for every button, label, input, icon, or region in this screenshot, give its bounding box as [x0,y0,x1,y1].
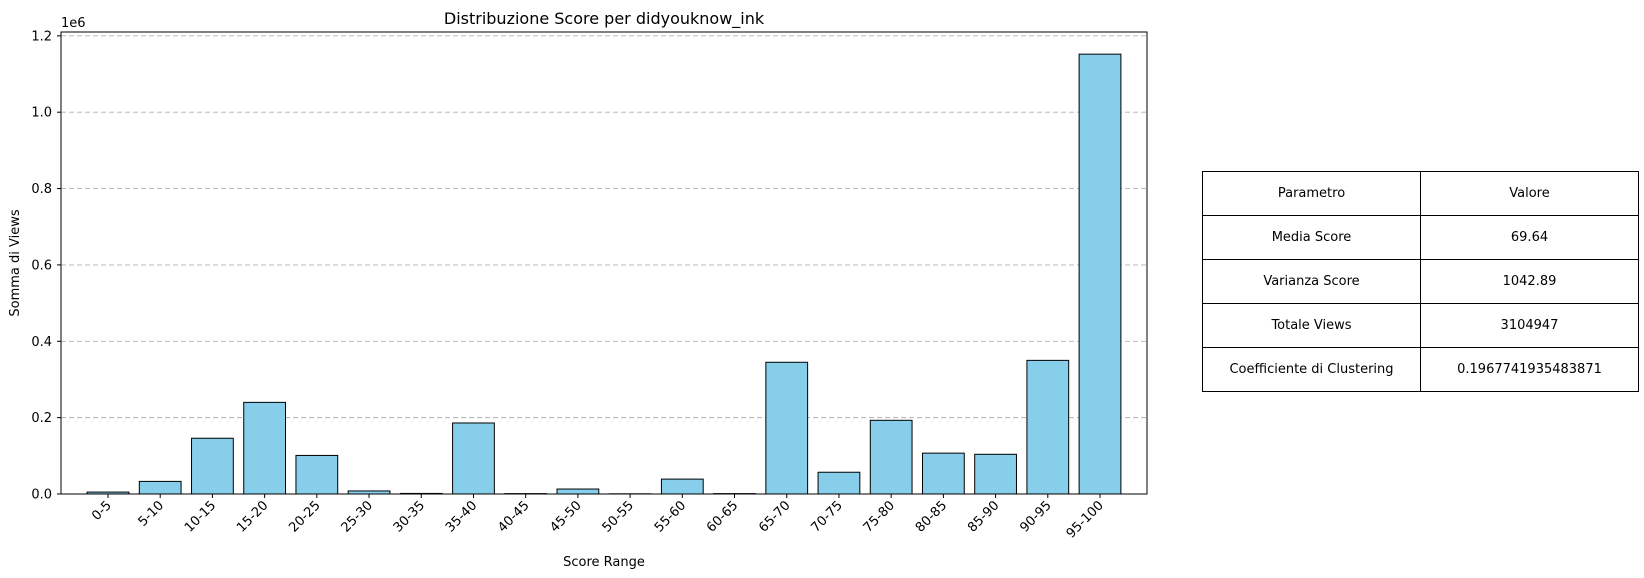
x-tick-label: 65-70 [756,498,793,535]
chart-title: Distribuzione Score per didyouknow_ink [444,9,765,29]
bar [817,471,861,495]
x-tick-label: 70-75 [808,498,845,535]
bar [243,401,287,495]
bar [921,452,965,495]
x-tick-label: 55-60 [652,498,689,535]
table-header-cell: Parametro [1202,171,1421,216]
x-tick-label: 5-10 [136,498,167,529]
bar [295,454,339,495]
bars [86,53,1122,495]
x-tick-label: 85-90 [965,498,1002,535]
plot-frame [60,31,1148,495]
table-row: Totale Views 3104947 [1202,303,1639,348]
table-cell-value: 69.64 [1420,215,1639,260]
bar [660,478,704,495]
table-cell-value: 0.1967741935483871 [1420,347,1639,392]
y-axis-label: Somma di Views [8,209,23,316]
table-header-row: Parametro Valore [1202,171,1639,216]
x-axis-ticks: 0-5 5-10 10-15 15-20 20-25 25-30 30-35 35-40 40-… [89,494,1107,541]
y-tick-label: 1.2 [31,29,52,44]
table-cell-name: Totale Views [1202,303,1421,348]
bar [765,361,809,495]
table-row: Media Score 69.64 [1202,215,1639,260]
bar [191,437,234,495]
bar [138,480,182,495]
x-tick-label: 95-100 [1064,498,1107,541]
bar [1026,359,1070,495]
x-tick-label: 20-25 [286,498,323,535]
x-tick-label: 15-20 [234,498,271,535]
table-cell-value: 1042.89 [1420,259,1639,304]
x-tick-label: 90-95 [1017,498,1054,535]
gridlines [61,35,1147,495]
x-tick-label: 30-35 [391,498,428,535]
y-tick-label: 0.2 [31,411,52,426]
y-tick-label: 0.8 [31,182,52,197]
x-tick-label: 35-40 [443,498,480,535]
y-tick-label: 0.4 [31,335,52,350]
x-tick-label: 75-80 [861,498,898,535]
table-header-cell: Valore [1420,171,1639,216]
table-cell-value: 3104947 [1420,303,1639,348]
x-tick-label: 50-55 [600,498,637,535]
y-tick-label: 1.0 [31,106,52,121]
table-row: Varianza Score 1042.89 [1202,259,1639,304]
x-tick-label: 45-50 [547,498,584,535]
table-row: Coefficiente di Clustering 0.19677419354… [1202,347,1639,392]
bar [452,422,495,495]
bar [556,488,600,495]
y-axis-ticks: 0.0 0.2 0.4 0.6 0.8 1.0 1.2 [31,29,61,503]
x-tick-label: 40-45 [495,498,532,535]
x-tick-label: 80-85 [913,498,950,535]
x-tick-label: 25-30 [339,498,376,535]
parameters-table: Parametro Valore Media Score 69.64 Varia… [1202,171,1639,392]
table-cell-name: Media Score [1202,215,1421,260]
bar [974,453,1017,495]
table-cell-name: Coefficiente di Clustering [1202,347,1421,392]
table-cell-name: Varianza Score [1202,259,1421,304]
x-axis-label: Score Range [563,555,645,570]
x-tick-label: 0-5 [89,498,115,524]
bar [869,419,913,495]
x-tick-label: 10-15 [182,498,219,535]
x-tick-label: 60-65 [704,498,741,535]
y-axis-offset-label: 1e6 [61,16,86,31]
y-tick-label: 0.6 [31,258,52,273]
y-tick-label: 0.0 [31,488,52,503]
bar [1078,53,1122,495]
